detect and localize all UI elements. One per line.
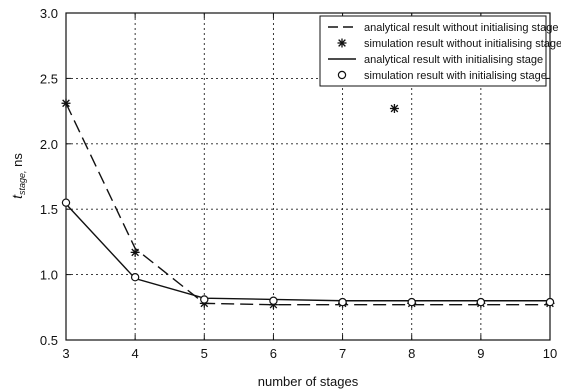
- simulation-without-init-point: [61, 98, 71, 108]
- star-stroke: [338, 39, 346, 47]
- simulation-with-init-point: [545, 297, 555, 307]
- simulation-with-init-point: [338, 297, 347, 307]
- legend-entry-4: simulation result with initialising stag…: [364, 70, 547, 82]
- legend: analytical result without initialising s…: [319, 15, 561, 87]
- analytical-without-init-line: [65, 102, 550, 306]
- star-stroke: [62, 99, 70, 108]
- analytical-with-init-line: [65, 203, 550, 302]
- simulation-with-init-point: [200, 295, 209, 304]
- star-stroke: [390, 104, 399, 113]
- simulation-without-init-point: [130, 247, 140, 257]
- x-tick-label: 3: [62, 346, 69, 361]
- y-axis-label-subscript: stage,: [17, 170, 27, 195]
- legend-entry-1: analytical result without initialising s…: [364, 22, 558, 34]
- y-tick-label: 2.5: [40, 71, 58, 86]
- legend-circle-icon: [337, 70, 347, 80]
- legend-box: [319, 15, 547, 87]
- x-tick-label: 5: [201, 346, 208, 361]
- x-tick-label: 4: [132, 346, 139, 361]
- star-stroke: [131, 248, 139, 257]
- x-tick-label: 9: [477, 346, 484, 361]
- x-tick-label: 6: [270, 346, 277, 361]
- series-1: [65, 102, 550, 306]
- y-tick-label: 3.0: [40, 6, 58, 21]
- x-tick-label: 10: [543, 346, 557, 361]
- y-tick-label: 0.5: [40, 333, 58, 348]
- y-axis-label-unit: ns: [10, 153, 25, 171]
- y-tick-label: 1.0: [40, 268, 58, 283]
- simulation-with-init-point: [61, 198, 71, 207]
- y-tick-label: 2.0: [40, 137, 58, 152]
- annotations: [389, 103, 399, 113]
- legend-entry-3: analytical result with initialising stag…: [364, 54, 543, 66]
- legend-entry-2: simulation result without initialising s…: [364, 38, 561, 50]
- plot-frame: [65, 12, 551, 341]
- y-axis-label: tstage, ns: [9, 153, 27, 199]
- stray-star-marker: [389, 103, 399, 113]
- simulation-with-init-point: [407, 297, 416, 307]
- y-axis-label-symbol: t: [9, 194, 25, 199]
- simulation-with-init-point: [476, 297, 486, 307]
- x-tick-label: 8: [408, 346, 415, 361]
- data-series: [61, 98, 555, 310]
- simulation-with-init-point: [269, 296, 278, 305]
- axis-ticks: 3 4 5 6 7 8 9 10 0.5 1.0 1.5 2.0 2.5 3.0: [40, 6, 557, 361]
- y-tick-label: 1.5: [40, 202, 58, 217]
- series-3: [65, 203, 550, 302]
- simulation-with-init-point: [130, 273, 140, 282]
- x-tick-label: 7: [339, 346, 346, 361]
- legend-star-icon: [337, 38, 347, 48]
- series-4: [61, 198, 555, 307]
- x-axis-label: number of stages: [258, 374, 359, 389]
- grid: [66, 13, 550, 340]
